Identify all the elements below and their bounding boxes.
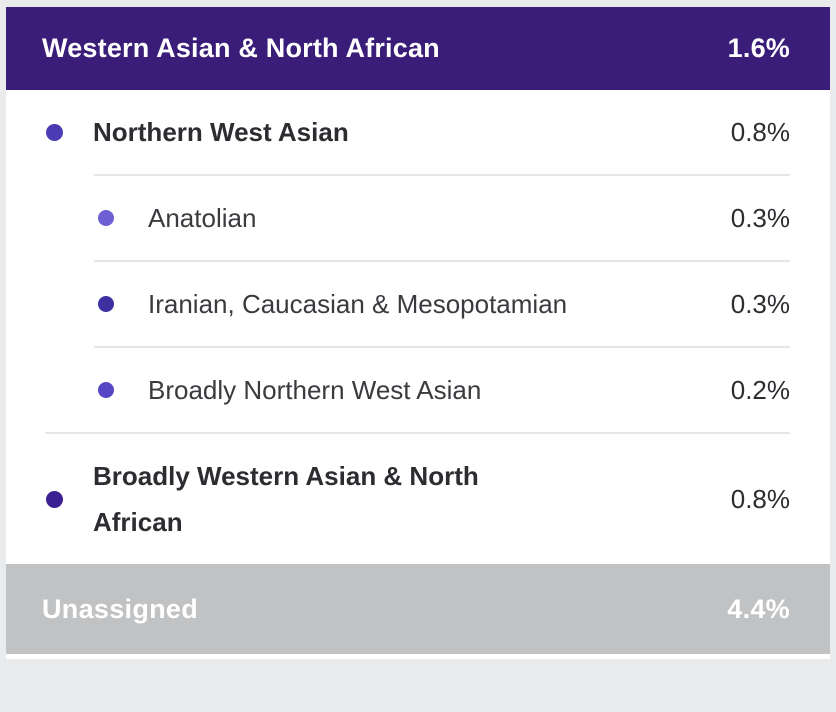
row-label: Broadly Western Asian & North African <box>93 461 479 537</box>
row-northern-west-asian[interactable]: Northern West Asian 0.8% <box>6 90 830 174</box>
ancestry-composition-card: Western Asian & North African 1.6% North… <box>6 7 830 659</box>
unassigned-bar: Unassigned 4.4% <box>6 564 830 654</box>
section-title: Western Asian & North African <box>42 33 440 63</box>
bullet-dot-icon <box>46 123 63 141</box>
row-percent: 0.2% <box>730 375 790 405</box>
unassigned-percent: 4.4% <box>727 593 790 624</box>
row-broadly-western-asian-north-african[interactable]: Broadly Western Asian & North African 0.… <box>6 434 830 564</box>
row-percent: 0.3% <box>730 289 790 319</box>
row-percent: 0.3% <box>730 203 790 233</box>
divider <box>94 260 790 262</box>
row-label: Anatolian <box>148 203 257 233</box>
bullet-dot-icon <box>46 490 63 508</box>
row-label: Northern West Asian <box>93 117 349 147</box>
row-label: Iranian, Caucasian & Mesopotamian <box>148 289 568 319</box>
divider <box>45 432 790 434</box>
section-percent: 1.6% <box>727 33 790 63</box>
divider <box>94 174 790 176</box>
section-header-western-asian-north-african[interactable]: Western Asian & North African 1.6% <box>6 7 830 90</box>
card-bottom-padding <box>6 654 830 659</box>
bullet-dot-icon <box>98 382 114 398</box>
row-broadly-northern-west-asian[interactable]: Broadly Northern West Asian 0.2% <box>6 348 830 432</box>
row-percent: 0.8% <box>730 484 790 514</box>
row-label: Broadly Northern West Asian <box>148 375 482 405</box>
row-anatolian[interactable]: Anatolian 0.3% <box>6 176 830 260</box>
divider <box>94 346 790 348</box>
unassigned-label: Unassigned <box>42 593 199 624</box>
row-percent: 0.8% <box>730 117 790 147</box>
bullet-dot-icon <box>98 210 114 226</box>
bullet-dot-icon <box>98 296 114 312</box>
row-iranian-caucasian-mesopotamian[interactable]: Iranian, Caucasian & Mesopotamian 0.3% <box>6 262 830 346</box>
